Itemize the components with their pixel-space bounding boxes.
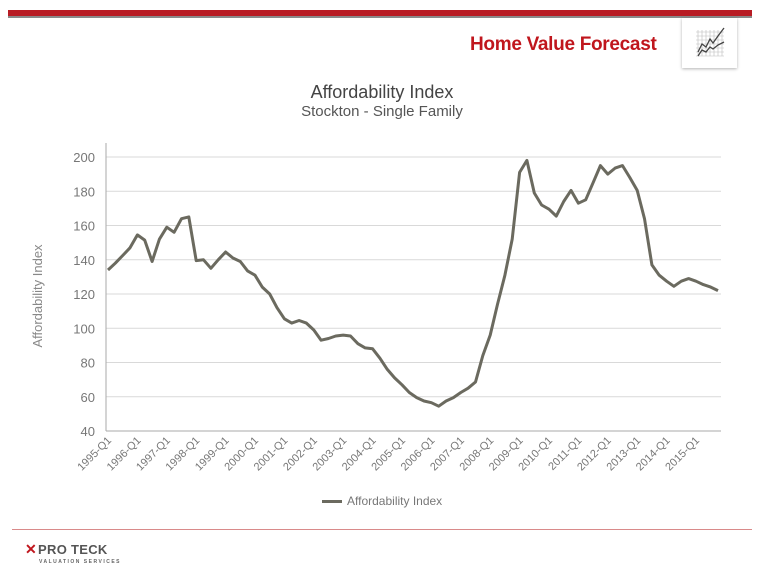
footer-divider — [12, 529, 752, 530]
y-tick-label: 160 — [73, 219, 95, 234]
header-accent-bar — [8, 10, 752, 16]
brand-title: Home Value Forecast — [470, 34, 657, 55]
series-line-affordability-index — [106, 158, 719, 408]
legend-swatch — [322, 499, 342, 503]
chart-subtitle: Stockton - Single Family — [301, 103, 463, 120]
proteck-logo: ✕ PRO TECK VALUATION SERVICES — [25, 541, 121, 565]
y-tick-label: 40 — [81, 424, 95, 439]
y-axis-label: Affordability Index — [30, 244, 45, 348]
line-chart-icon-button[interactable] — [682, 18, 737, 68]
logo-x-mark-icon: ✕ — [25, 541, 38, 557]
y-tick-label: 80 — [81, 356, 95, 371]
logo-text: PRO TECK — [38, 542, 108, 557]
y-tick-label: 120 — [73, 287, 95, 302]
chart-title: Affordability Index — [310, 82, 454, 102]
y-tick-label: 200 — [73, 150, 95, 165]
chart-legend: Affordability Index — [322, 494, 442, 508]
y-tick-label: 180 — [73, 184, 95, 199]
y-tick-label: 60 — [81, 390, 95, 405]
header-accent-shadow — [8, 16, 752, 18]
y-tick-label: 100 — [73, 321, 95, 336]
legend-label: Affordability Index — [347, 494, 443, 508]
logo-subtext: VALUATION SERVICES — [39, 559, 122, 565]
y-tick-label: 140 — [73, 253, 95, 268]
line-chart-icon — [696, 27, 725, 57]
